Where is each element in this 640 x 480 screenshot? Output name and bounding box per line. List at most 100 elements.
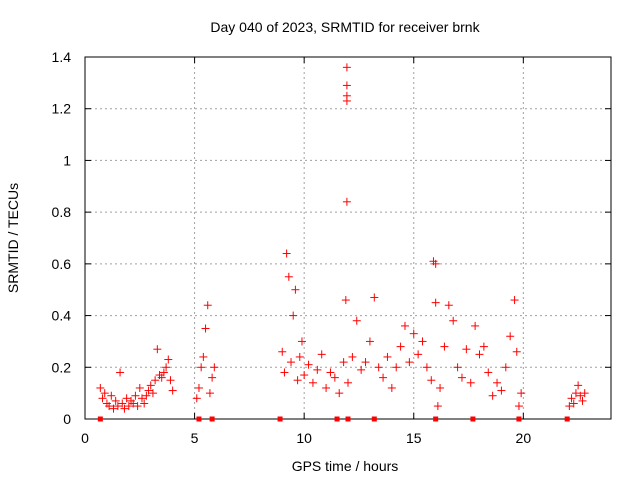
chart-title: Day 040 of 2023, SRMTID for receiver brn… xyxy=(210,19,480,35)
data-point xyxy=(297,337,306,346)
data-point xyxy=(278,347,287,356)
data-point xyxy=(282,249,291,258)
data-point xyxy=(436,383,445,392)
data-point xyxy=(157,373,166,382)
data-point xyxy=(133,402,142,411)
data-point xyxy=(284,272,293,281)
data-point xyxy=(392,363,401,372)
data-point xyxy=(322,383,331,392)
x-tick-label: 5 xyxy=(191,430,199,446)
data-point xyxy=(129,399,138,408)
data-point xyxy=(484,368,493,377)
data-point xyxy=(574,381,583,390)
data-point xyxy=(571,389,580,398)
data-point xyxy=(493,378,502,387)
data-point xyxy=(164,355,173,364)
x-tick-label: 0 xyxy=(81,430,89,446)
data-point xyxy=(512,347,521,356)
gap-marker xyxy=(470,416,476,422)
data-point xyxy=(135,383,144,392)
data-point xyxy=(344,378,352,387)
data-point xyxy=(440,342,449,351)
data-point xyxy=(418,337,427,346)
data-point xyxy=(109,404,118,413)
gap-marker xyxy=(209,416,215,422)
data-point xyxy=(146,381,155,390)
data-point xyxy=(578,396,587,405)
data-point xyxy=(565,402,574,411)
data-point xyxy=(192,394,201,403)
data-point xyxy=(341,296,350,305)
gap-marker xyxy=(433,416,439,422)
data-point xyxy=(304,360,313,369)
data-point xyxy=(387,383,396,392)
plot-area-frame xyxy=(84,56,612,420)
data-point xyxy=(422,363,431,372)
data-point xyxy=(308,378,317,387)
data-point xyxy=(453,363,462,372)
data-point xyxy=(342,63,351,72)
data-point xyxy=(569,399,578,408)
data-point xyxy=(120,404,129,413)
axis-ticks: 0 5 10 15 20 0 0.2 0.4 0.6 0.8 1 1.2 1.4 xyxy=(52,49,611,446)
gap-marker xyxy=(97,416,103,422)
data-point xyxy=(113,402,122,411)
data-point xyxy=(409,329,418,338)
data-point xyxy=(431,259,440,268)
gap-marker xyxy=(196,416,202,422)
data-point xyxy=(449,316,458,325)
data-point xyxy=(159,368,168,377)
data-point xyxy=(576,391,585,400)
gap-marker xyxy=(371,416,377,422)
data-point xyxy=(379,373,388,382)
data-point xyxy=(116,368,125,377)
data-point xyxy=(405,358,414,367)
data-point xyxy=(124,402,133,411)
data-point xyxy=(431,298,440,307)
y-tick-label: 0.8 xyxy=(52,204,72,220)
data-point xyxy=(98,394,107,403)
data-point xyxy=(497,386,506,395)
data-points xyxy=(96,63,589,422)
data-point xyxy=(280,368,289,377)
data-point xyxy=(293,376,302,385)
data-point xyxy=(122,394,131,403)
data-point xyxy=(137,394,146,403)
data-point xyxy=(479,342,488,351)
data-point xyxy=(153,345,162,354)
data-point xyxy=(517,389,526,398)
data-point xyxy=(383,352,392,361)
data-point xyxy=(348,352,357,361)
data-point xyxy=(342,81,351,90)
data-point xyxy=(205,389,214,398)
data-point xyxy=(295,352,304,361)
data-point xyxy=(151,376,160,385)
data-point xyxy=(580,389,589,398)
data-point xyxy=(471,321,480,330)
gap-marker xyxy=(564,416,570,422)
y-tick-label: 0.6 xyxy=(52,256,72,272)
y-tick-label: 1.4 xyxy=(52,49,72,65)
data-point xyxy=(317,350,326,359)
data-point xyxy=(287,358,296,367)
data-point xyxy=(111,396,120,405)
x-tick-label: 10 xyxy=(296,430,312,446)
grid xyxy=(85,57,611,419)
data-point xyxy=(194,383,203,392)
data-point xyxy=(462,345,471,354)
data-point xyxy=(433,402,442,411)
data-point xyxy=(105,402,114,411)
data-point xyxy=(144,386,153,395)
y-tick-label: 0.4 xyxy=(52,308,72,324)
data-point xyxy=(96,383,105,392)
data-point xyxy=(148,389,157,398)
data-point xyxy=(342,197,351,206)
data-point xyxy=(131,391,140,400)
data-point xyxy=(510,296,519,305)
data-point xyxy=(342,96,351,105)
data-point xyxy=(414,350,423,359)
y-tick-label: 1 xyxy=(63,152,71,168)
data-point xyxy=(210,363,219,372)
data-point xyxy=(339,358,348,367)
